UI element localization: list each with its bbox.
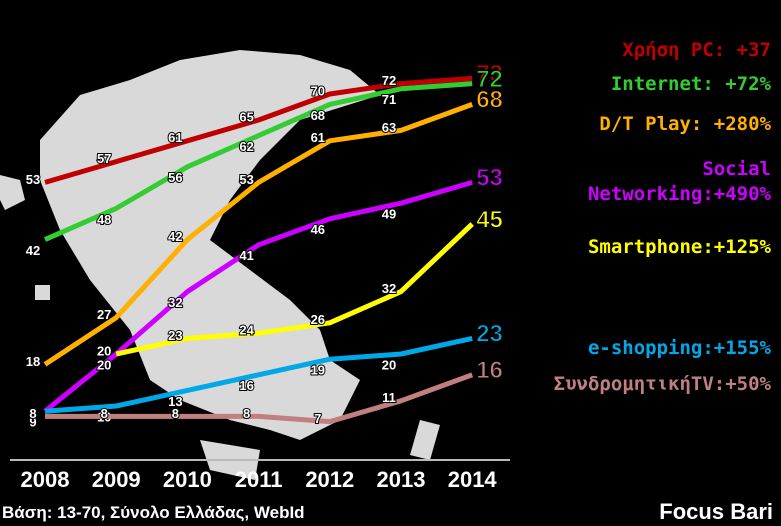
x-tick-label: 2008: [21, 467, 70, 492]
end-value-label: 45: [476, 206, 503, 233]
data-label: 8: [101, 406, 108, 421]
end-value-label: 68: [476, 87, 503, 114]
data-label: 24: [239, 323, 254, 338]
data-label: 65: [239, 109, 253, 124]
x-tick-label: 2010: [163, 467, 212, 492]
data-label: 8: [172, 406, 179, 421]
data-label: 41: [239, 248, 253, 263]
data-label: 18: [26, 354, 40, 369]
x-tick-label: 2009: [92, 467, 141, 492]
series-line: [44, 335, 473, 414]
data-label: 61: [168, 130, 182, 145]
data-label: 57: [97, 151, 111, 166]
series-line: [43, 102, 474, 367]
data-label: 20: [97, 357, 111, 372]
legend-entry: Social Networking:+490%: [587, 158, 771, 205]
data-label: 53: [239, 172, 253, 187]
data-label: 27: [97, 307, 111, 322]
data-label: 9: [29, 415, 36, 430]
x-tick-label: 2014: [448, 467, 498, 492]
data-label: 72: [382, 73, 396, 88]
end-value-label: 72: [476, 66, 503, 93]
series-line: [45, 372, 474, 425]
data-label: 68: [311, 108, 325, 123]
data-label: 8: [29, 406, 36, 421]
data-label: 32: [382, 281, 396, 296]
legend-entry: Smartphone:+125%: [587, 236, 771, 258]
series-line: [115, 222, 474, 357]
series-line: [43, 81, 473, 242]
data-label: 20: [382, 357, 396, 372]
x-tick-label: 2012: [305, 467, 354, 492]
legend-entry: D/T Play: +280%: [599, 113, 771, 135]
data-label: 8: [243, 406, 250, 421]
legend-entry: ΣυνδρομητικήTV:+50%: [553, 373, 771, 395]
footnote: Βάση: 13-70, Σύνολο Ελλάδας, WebId: [2, 503, 305, 522]
end-value-label: 73: [476, 61, 503, 88]
data-label: 62: [239, 139, 253, 154]
data-label: 26: [311, 312, 325, 327]
data-label: 7: [314, 411, 321, 426]
x-tick-label: 2011: [235, 467, 283, 492]
data-label: 32: [168, 295, 182, 310]
end-value-label: 16: [476, 357, 503, 384]
data-label: 53: [26, 172, 40, 187]
data-label: 70: [311, 83, 325, 98]
data-label: 71: [382, 92, 396, 107]
end-value-label: 23: [476, 321, 503, 348]
data-label: 48: [97, 212, 111, 227]
data-label: 11: [382, 390, 396, 405]
map-background: [0, 50, 440, 480]
data-label: 42: [26, 243, 40, 258]
data-label: 46: [311, 222, 325, 237]
legend-entry: e-shopping:+155%: [587, 337, 771, 359]
end-value-label: 53: [476, 165, 503, 192]
legend-entry: Internet: +72%: [610, 73, 771, 95]
data-label: 16: [239, 378, 253, 393]
data-label: 49: [382, 207, 396, 222]
data-label: 61: [311, 130, 325, 145]
data-label: 23: [168, 328, 182, 343]
data-label: 9: [29, 415, 36, 430]
x-tick-label: 2013: [377, 467, 426, 492]
data-label: 63: [382, 120, 396, 135]
data-label: 20: [97, 343, 111, 358]
legend-entry: Χρήση PC: +37: [622, 39, 771, 61]
series-line: [44, 75, 473, 185]
data-label: 56: [168, 170, 182, 185]
data-label: 13: [168, 394, 182, 409]
data-label: 42: [168, 229, 182, 244]
data-label: 19: [311, 363, 325, 378]
brand: Focus Bari: [659, 499, 773, 524]
